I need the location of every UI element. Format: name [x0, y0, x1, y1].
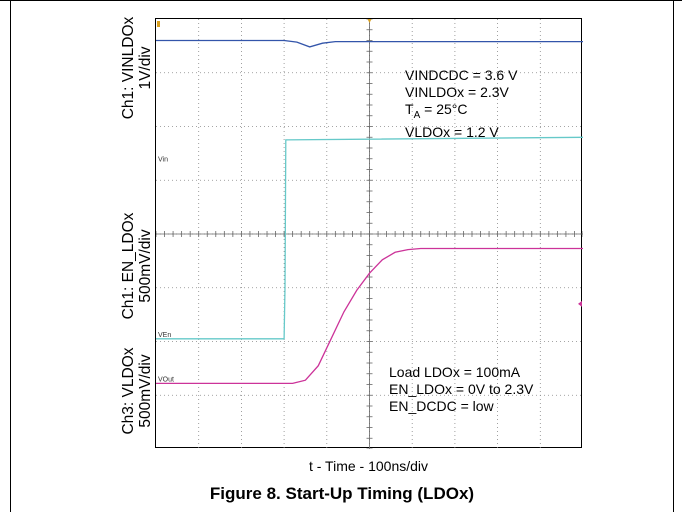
trigger-level-marker-icon	[578, 300, 582, 307]
y-label-vinldo-scale: 1V/div	[137, 46, 154, 90]
y-label-en-ldo: Ch1: EN_LDOx 500mV/div	[120, 213, 154, 320]
trace-marker-vout: VOut	[158, 376, 174, 383]
y-label-vldo-channel: Ch3: VLDOx	[120, 347, 137, 435]
figure-caption: Figure 8. Start-Up Timing (LDOx)	[209, 484, 475, 503]
annotation-temperature: TA = 25°C	[405, 101, 517, 124]
trace-marker-ven: VEn	[158, 332, 171, 339]
y-label-vldo: Ch3: VLDOx 500mV/div	[120, 347, 154, 434]
annotation-vldo: VLDOx = 1.2 V	[405, 124, 499, 140]
scope-plot-area: Vin VEn VOut VINDCDC = 3.6 V VINLDOx = 2.3…	[155, 18, 583, 449]
annotation-vinldo: VINLDOx = 2.3V	[405, 84, 509, 100]
annotation-vindcdc: VINDCDC = 3.6 V	[405, 67, 518, 83]
trigger-marker-icon	[367, 19, 372, 23]
figure-frame-right	[673, 0, 674, 512]
temp-symbol: T	[405, 101, 414, 117]
figure-frame-left	[10, 0, 11, 512]
temp-value: = 25°C	[424, 101, 468, 117]
trace-marker-vin: Vin	[158, 156, 168, 163]
y-label-vldo-scale: 500mV/div	[137, 354, 154, 428]
x-axis-label: t - Time - 100ns/div	[308, 458, 429, 474]
scope-traces-svg: Vin VEn VOut	[156, 19, 583, 449]
temp-subscript: A	[413, 110, 421, 121]
figure-frame-top	[0, 0, 682, 1]
trace-vout	[156, 247, 583, 385]
annotation-top: VINDCDC = 3.6 V VINLDOx = 2.3V TA = 25°C…	[405, 67, 517, 141]
annotation-en-dcdc: EN_DCDC = low	[389, 398, 494, 414]
y-label-en-ldo-scale: 500mV/div	[137, 229, 154, 303]
y-label-en-ldo-channel: Ch1: EN_LDOx	[120, 212, 137, 320]
trace-vin	[156, 39, 583, 48]
y-label-vinldo-channel: Ch1: VINLDOx	[120, 16, 137, 120]
trace-ven	[156, 136, 583, 340]
annotation-en-ldo: EN_LDOx = 0V to 2.3V	[389, 381, 534, 397]
channel1-ground-marker-icon	[157, 21, 160, 27]
annotation-bottom: Load LDOx = 100mA EN_LDOx = 0V to 2.3V E…	[389, 364, 533, 415]
y-label-vinldo: Ch1: VINLDOx 1V/div	[120, 17, 154, 120]
annotation-load: Load LDOx = 100mA	[389, 364, 521, 380]
